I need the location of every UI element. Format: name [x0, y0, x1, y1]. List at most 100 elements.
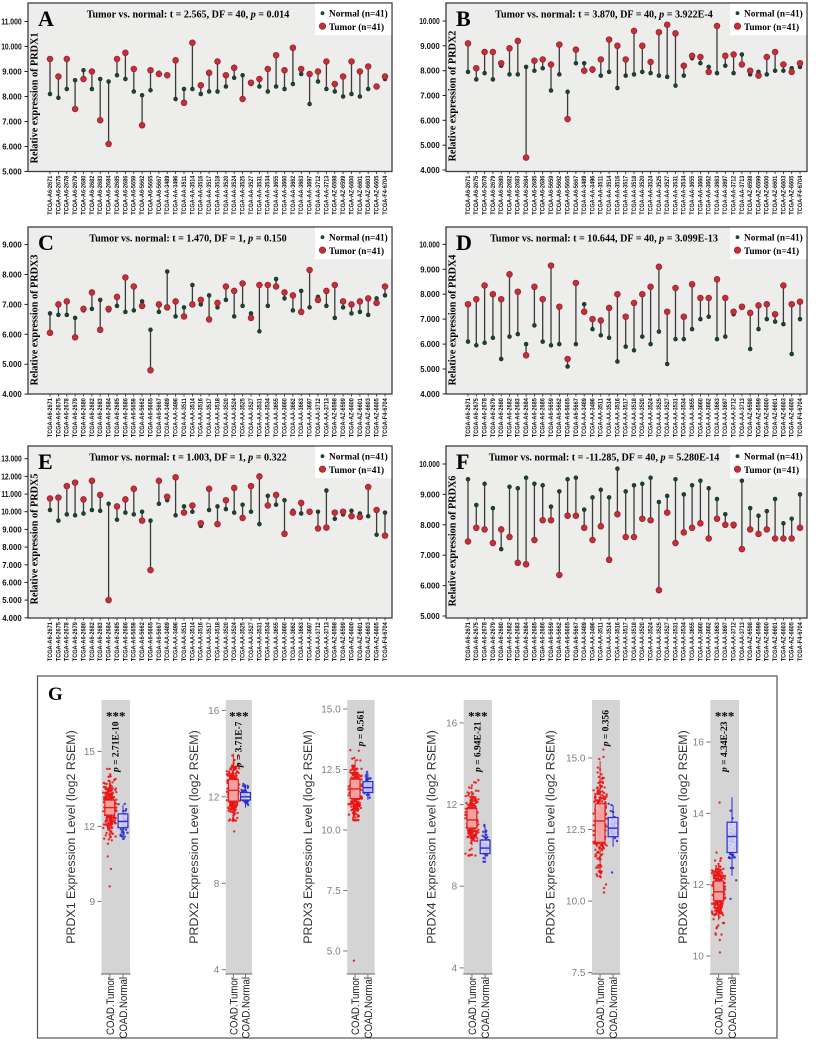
svg-text:TCGA-A6-2680: TCGA-A6-2680: [499, 622, 505, 662]
svg-text:A: A: [38, 6, 54, 31]
svg-text:TCGA-F4-6704: TCGA-F4-6704: [383, 175, 389, 215]
svg-text:TCGA-A6-2686: TCGA-A6-2686: [123, 175, 129, 215]
svg-text:12.000: 12.000: [1, 471, 22, 481]
svg-text:Normal (n=41): Normal (n=41): [329, 9, 388, 20]
svg-text:TCGA-AA-3655: TCGA-AA-3655: [690, 175, 696, 215]
svg-text:TCGA-F4-6704: TCGA-F4-6704: [798, 398, 804, 438]
svg-text:4: 4: [452, 963, 458, 974]
svg-text:TCGA-A6-5665: TCGA-A6-5665: [148, 398, 154, 438]
svg-text:TCGA-AZ-6601: TCGA-AZ-6601: [358, 175, 364, 215]
svg-text:9.000: 9.000: [420, 489, 440, 499]
svg-text:Tumor (n=41): Tumor (n=41): [744, 22, 799, 33]
svg-text:TCGA-AZ-6605: TCGA-AZ-6605: [790, 175, 796, 215]
svg-text:TCGA-AA-3697: TCGA-AA-3697: [308, 622, 314, 662]
svg-text:TCGA-AA-3531: TCGA-AA-3531: [673, 622, 679, 662]
svg-text:6.000: 6.000: [420, 581, 440, 591]
svg-text:TCGA-AA-3524: TCGA-AA-3524: [649, 175, 655, 215]
svg-text:TCGA-A6-2680: TCGA-A6-2680: [81, 622, 87, 662]
svg-text:TCGA-AA-3489: TCGA-AA-3489: [165, 398, 171, 438]
svg-text:7.000: 7.000: [2, 117, 22, 127]
svg-text:7.000: 7.000: [2, 299, 22, 309]
svg-text:TCGA-A6-2686: TCGA-A6-2686: [123, 622, 129, 662]
svg-text:TCGA-A6-2683: TCGA-A6-2683: [516, 175, 522, 215]
svg-text:TCGA-A6-2684: TCGA-A6-2684: [524, 175, 530, 215]
svg-text:TCGA-AA-3511: TCGA-AA-3511: [182, 175, 188, 215]
svg-text:C: C: [38, 230, 54, 255]
svg-text:p = 2.71E-10: p = 2.71E-10: [111, 721, 121, 773]
svg-text:9.000: 9.000: [2, 240, 22, 250]
svg-text:TCGA-AA-3534: TCGA-AA-3534: [682, 175, 688, 215]
svg-text:TCGA-AA-3713: TCGA-AA-3713: [740, 622, 746, 662]
svg-text:TCGA-A6-2684: TCGA-A6-2684: [524, 398, 530, 438]
svg-text:PRDX3 Expression Level (log2 R: PRDX3 Expression Level (log2 RSEM): [301, 730, 315, 943]
svg-text:TCGA-A6-2680: TCGA-A6-2680: [499, 398, 505, 438]
svg-text:TCGA-AA-3524: TCGA-AA-3524: [232, 175, 238, 215]
svg-text:TCGA-A6-2682: TCGA-A6-2682: [507, 622, 513, 662]
svg-text:TCGA-AA-3516: TCGA-AA-3516: [199, 622, 205, 662]
svg-text:TCGA-A6-2671: TCGA-A6-2671: [466, 398, 472, 438]
svg-text:16: 16: [446, 718, 458, 729]
svg-text:***: ***: [106, 709, 126, 724]
svg-text:16: 16: [693, 738, 705, 749]
svg-text:***: ***: [715, 709, 735, 724]
svg-text:TCGA-AA-3517: TCGA-AA-3517: [624, 398, 630, 438]
svg-text:TCGA-A6-5662: TCGA-A6-5662: [140, 175, 146, 215]
svg-text:TCGA-AA-3531: TCGA-AA-3531: [257, 622, 263, 662]
svg-text:TCGA-A6-2682: TCGA-A6-2682: [507, 398, 513, 438]
svg-text:12: 12: [446, 800, 458, 811]
svg-text:COAD.Normal: COAD.Normal: [480, 977, 492, 1039]
svg-text:PRDX2 Expression Level (log2 R: PRDX2 Expression Level (log2 RSEM): [187, 730, 201, 943]
svg-text:TCGA-AA-3527: TCGA-AA-3527: [249, 398, 255, 438]
svg-text:TCGA-AA-3534: TCGA-AA-3534: [682, 398, 688, 438]
svg-text:E: E: [38, 449, 53, 474]
svg-text:4.000: 4.000: [420, 389, 440, 399]
svg-text:TCGA-AA-3514: TCGA-AA-3514: [607, 398, 613, 438]
svg-text:TCGA-A6-2683: TCGA-A6-2683: [98, 175, 104, 215]
svg-text:TCGA-AA-3524: TCGA-AA-3524: [649, 622, 655, 662]
svg-text:TCGA-AA-3496: TCGA-AA-3496: [174, 175, 180, 215]
svg-text:TCGA-AA-3496: TCGA-AA-3496: [174, 398, 180, 438]
svg-text:12: 12: [208, 792, 220, 803]
svg-text:TCGA-AA-3712: TCGA-AA-3712: [732, 398, 738, 438]
svg-text:10.0: 10.0: [566, 897, 586, 908]
svg-text:TCGA-F4-6704: TCGA-F4-6704: [383, 622, 389, 662]
svg-text:TCGA-AA-3516: TCGA-AA-3516: [615, 175, 621, 215]
svg-text:TCGA-A6-5667: TCGA-A6-5667: [574, 175, 580, 215]
svg-text:5.0: 5.0: [327, 947, 341, 958]
svg-text:TCGA-AA-3660: TCGA-AA-3660: [698, 175, 704, 215]
svg-text:COAD.Normal: COAD.Normal: [363, 977, 375, 1039]
svg-text:Normal (n=41): Normal (n=41): [329, 233, 388, 244]
svg-text:D: D: [456, 230, 472, 255]
svg-text:TCGA-AA-3496: TCGA-AA-3496: [590, 622, 596, 662]
svg-text:10.000: 10.000: [419, 459, 440, 469]
svg-text:12.5: 12.5: [566, 825, 586, 836]
svg-text:TCGA-AZ-6605: TCGA-AZ-6605: [375, 622, 381, 662]
svg-text:TCGA-AA-3520: TCGA-AA-3520: [640, 175, 646, 215]
svg-text:TCGA-AA-3525: TCGA-AA-3525: [657, 622, 663, 662]
svg-text:TCGA-AZ-6603: TCGA-AZ-6603: [781, 622, 787, 662]
svg-text:TCGA-A6-5659: TCGA-A6-5659: [132, 175, 138, 215]
svg-text:TCGA-A6-2685: TCGA-A6-2685: [532, 175, 538, 215]
svg-text:COAD.Tumor: COAD.Tumor: [350, 977, 362, 1035]
svg-text:Tumor (n=41): Tumor (n=41): [744, 465, 799, 476]
svg-text:TCGA-A6-2686: TCGA-A6-2686: [541, 622, 547, 662]
svg-text:TCGA-A6-2684: TCGA-A6-2684: [107, 398, 113, 438]
svg-text:TCGA-AA-3514: TCGA-AA-3514: [607, 622, 613, 662]
svg-text:TCGA-AA-3662: TCGA-AA-3662: [707, 398, 713, 438]
svg-text:TCGA-A6-5665: TCGA-A6-5665: [148, 175, 154, 215]
svg-text:Tumor vs. normal: t = 2.565, D: Tumor vs. normal: t = 2.565, DF = 40, p …: [87, 10, 290, 21]
svg-text:TCGA-AA-3712: TCGA-AA-3712: [316, 398, 322, 438]
svg-text:10.000: 10.000: [1, 42, 22, 52]
svg-text:7.5: 7.5: [327, 886, 341, 897]
svg-text:TCGA-A6-5662: TCGA-A6-5662: [557, 175, 563, 215]
svg-text:TCGA-AA-3527: TCGA-AA-3527: [665, 398, 671, 438]
svg-text:Relative expression of PRDX1: Relative expression of PRDX1: [30, 33, 41, 164]
svg-text:***: ***: [468, 709, 488, 724]
svg-text:Relative expression of PRDX3: Relative expression of PRDX3: [30, 255, 41, 386]
svg-text:TCGA-AA-3663: TCGA-AA-3663: [299, 398, 305, 438]
svg-text:Tumor vs. normal: t = 10.644,: Tumor vs. normal: t = 10.644, DF = 40, p…: [490, 234, 718, 245]
svg-text:TCGA-AA-3516: TCGA-AA-3516: [199, 398, 205, 438]
svg-text:12: 12: [693, 880, 705, 891]
svg-text:TCGA-AZ-6601: TCGA-AZ-6601: [773, 398, 779, 438]
svg-text:TCGA-AA-3516: TCGA-AA-3516: [615, 622, 621, 662]
